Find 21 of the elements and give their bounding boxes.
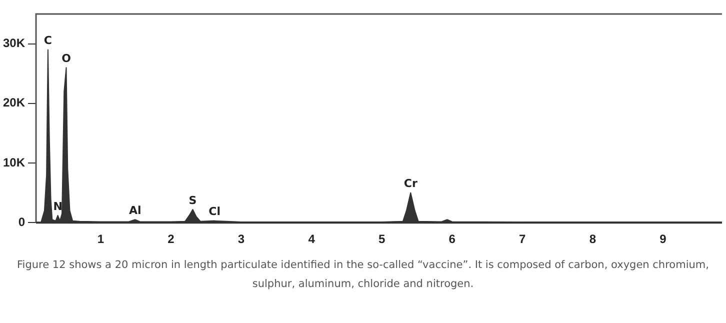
x-tick-label: 3 [238, 232, 245, 246]
annotation: O [62, 52, 71, 65]
x-tick-label: 5 [378, 232, 386, 246]
x-tick-label: 7 [519, 232, 526, 246]
x-tick-label: 6 [448, 232, 456, 246]
x-tick-label: 2 [168, 232, 175, 246]
annotation: N [53, 200, 62, 213]
annotation: Cr [404, 177, 418, 190]
y-tick-label: 10K [3, 155, 26, 170]
caption: Figure 12 shows a 20 micron in length particulate identified in the so-called “vaccine”. It is composed of carbon, oxygen chromium, sulphur, aluminum, chloride and nitrogen. [16, 258, 710, 292]
y-tick-label: 20K [3, 96, 26, 110]
annotation: C [44, 34, 52, 48]
x-tick-label: 1 [97, 232, 104, 246]
x-tick-label: 9 [660, 232, 667, 246]
y-tick-label: 30K [3, 36, 26, 50]
annotation: S [188, 194, 197, 207]
annotation: Cl [208, 205, 220, 218]
y-tick-label: 0 [18, 214, 26, 229]
x-tick-label: 4 [308, 232, 316, 246]
x-tick-label: 8 [589, 232, 596, 246]
annotation: Al [128, 204, 142, 217]
